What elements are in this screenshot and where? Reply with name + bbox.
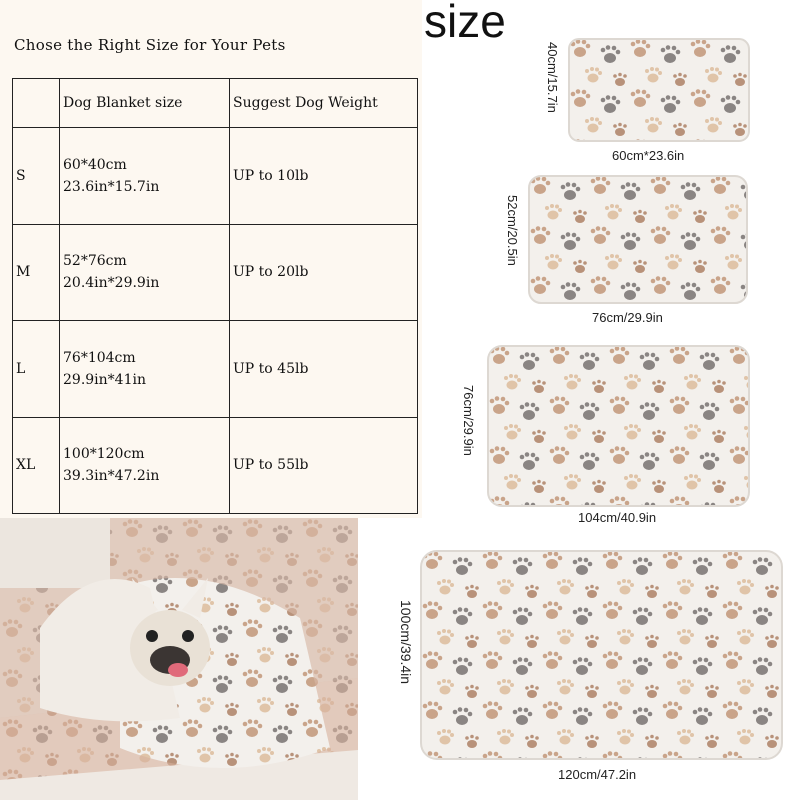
dimension-in: 20.4in*29.9in [63, 275, 160, 292]
size-heading: size [424, 0, 506, 47]
header-cell: Suggest Dog Weight [229, 77, 418, 129]
size-cell: S [12, 127, 60, 225]
dimension-in: 29.9in*41in [63, 371, 146, 388]
dimension-in: 39.3in*47.2in [63, 468, 160, 485]
size-table: Dog Blanket size Suggest Dog Weight S 60… [12, 77, 418, 515]
weight-cell: UP to 45lb [229, 320, 418, 418]
blanket-small-width-label: 60cm*23.6in [612, 148, 685, 163]
dimension-cm: 100*120cm [63, 446, 145, 463]
size-chart-panel: Chose the Right Size for Your Pets Dog B… [0, 0, 422, 518]
size-cell: XL [12, 416, 60, 515]
blanket-small-image [568, 38, 750, 142]
weight-cell: UP to 20lb [229, 223, 418, 322]
blanket-xl-image [420, 550, 783, 760]
weight-cell: UP to 10lb [229, 127, 418, 225]
table-header-row: Dog Blanket size Suggest Dog Weight [12, 77, 418, 129]
dimension-cm: 52*76cm [63, 253, 127, 270]
size-cell: M [12, 223, 60, 322]
table-row: M 52*76cm 20.4in*29.9in UP to 20lb [12, 223, 418, 322]
blanket-xl-width-label: 120cm/47.2in [558, 767, 637, 782]
blanket-xl-height-label: 100cm/39.4in [398, 600, 414, 685]
dimension-cell: 52*76cm 20.4in*29.9in [59, 223, 230, 322]
dog-on-blanket-photo [0, 518, 358, 800]
dimension-in: 23.6in*15.7in [63, 178, 160, 195]
blanket-large-width-label: 104cm/40.9in [578, 510, 657, 525]
blanket-medium-height-label: 52cm/20.5in [505, 195, 520, 266]
dimension-cell: 100*120cm 39.3in*47.2in [59, 416, 230, 515]
dimension-cell: 60*40cm 23.6in*15.7in [59, 127, 230, 225]
size-cell: L [12, 320, 60, 418]
header-cell: Dog Blanket size [59, 77, 230, 129]
table-row: S 60*40cm 23.6in*15.7in UP to 10lb [12, 127, 418, 225]
weight-cell: UP to 55lb [229, 416, 418, 515]
table-row: XL 100*120cm 39.3in*47.2in UP to 55lb [12, 416, 418, 515]
blanket-small-height-label: 40cm/15.7in [545, 42, 560, 113]
table-row: L 76*104cm 29.9in*41in UP to 45lb [12, 320, 418, 418]
blanket-medium-width-label: 76cm/29.9in [592, 310, 663, 325]
blanket-large-height-label: 76cm/29.9in [461, 385, 476, 456]
size-chart-title: Chose the Right Size for Your Pets [14, 36, 286, 54]
header-cell [12, 77, 60, 129]
blanket-medium-image [528, 175, 748, 304]
blanket-large-image [487, 345, 750, 507]
dimension-cell: 76*104cm 29.9in*41in [59, 320, 230, 418]
dimension-cm: 60*40cm [63, 156, 127, 173]
dimension-cm: 76*104cm [63, 349, 136, 366]
